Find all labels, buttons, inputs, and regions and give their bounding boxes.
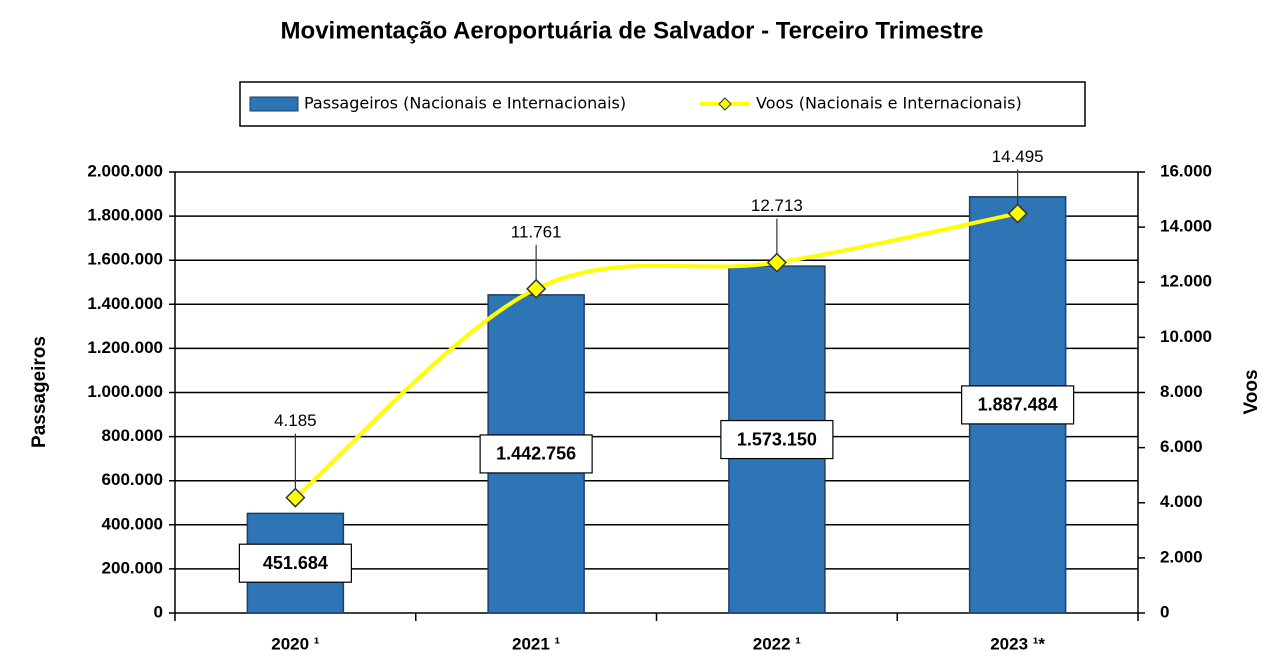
marker [1007, 203, 1028, 224]
y-tick-label: 1.400.000 [87, 294, 163, 313]
y-tick-label: 1.000.000 [87, 382, 163, 401]
y2-tick-label: 8.000 [1160, 382, 1203, 401]
data-label: 1.573.150 [737, 429, 817, 449]
y-tick-label: 1.200.000 [87, 338, 163, 357]
y-tick-label: 1.800.000 [87, 206, 163, 225]
marker [526, 278, 547, 299]
y-tick-label: 800.000 [102, 426, 163, 445]
y-axis-title: Passageiros [29, 336, 50, 448]
y2-tick-label: 4.000 [1160, 492, 1203, 511]
x-tick-label: 2022 ¹ [753, 634, 802, 653]
marker [285, 487, 306, 508]
y2-tick-label: 0 [1160, 602, 1169, 621]
marker [766, 252, 787, 273]
y2-tick-label: 6.000 [1160, 437, 1203, 456]
y2-axis-title: Voos [1241, 369, 1262, 414]
x-tick-label: 2021 ¹ [512, 634, 561, 653]
data-label: 12.713 [751, 196, 803, 215]
data-label: 451.684 [263, 553, 328, 573]
y-tick-label: 1.600.000 [87, 250, 163, 269]
data-label: 1.887.484 [978, 395, 1058, 415]
x-tick-label: 2020 ¹ [271, 634, 320, 653]
legend-label: Voos (Nacionais e Internacionais) [756, 94, 1022, 113]
y-tick-label: 200.000 [102, 558, 163, 577]
y-tick-label: 0 [154, 602, 163, 621]
legend-marker [718, 97, 732, 111]
data-label: 11.761 [511, 222, 562, 241]
y-tick-label: 400.000 [102, 514, 163, 533]
y2-tick-label: 12.000 [1160, 272, 1212, 291]
data-label-box [720, 419, 834, 460]
y2-tick-label: 14.000 [1160, 217, 1212, 236]
data-label: 4.185 [274, 411, 317, 430]
y2-tick-label: 2.000 [1160, 547, 1203, 566]
y2-tick-label: 10.000 [1160, 327, 1212, 346]
chart-title: Movimentação Aeroportuária de Salvador -… [281, 17, 984, 44]
data-label: 14.495 [992, 147, 1044, 166]
legend-swatch [249, 96, 299, 112]
y2-tick-label: 16.000 [1160, 161, 1212, 180]
line [294, 211, 1019, 500]
data-label-box [238, 543, 352, 583]
y-tick-label: 600.000 [102, 470, 163, 489]
data-label: 1.442.756 [496, 444, 576, 464]
data-label-box [961, 385, 1075, 425]
legend-label: Passageiros (Nacionais e Internacionais) [304, 94, 626, 113]
data-label-box [479, 434, 593, 474]
x-tick-label: 2023 ¹* [990, 634, 1045, 653]
legend-box [239, 81, 1086, 127]
y-tick-label: 2.000.000 [87, 161, 163, 180]
